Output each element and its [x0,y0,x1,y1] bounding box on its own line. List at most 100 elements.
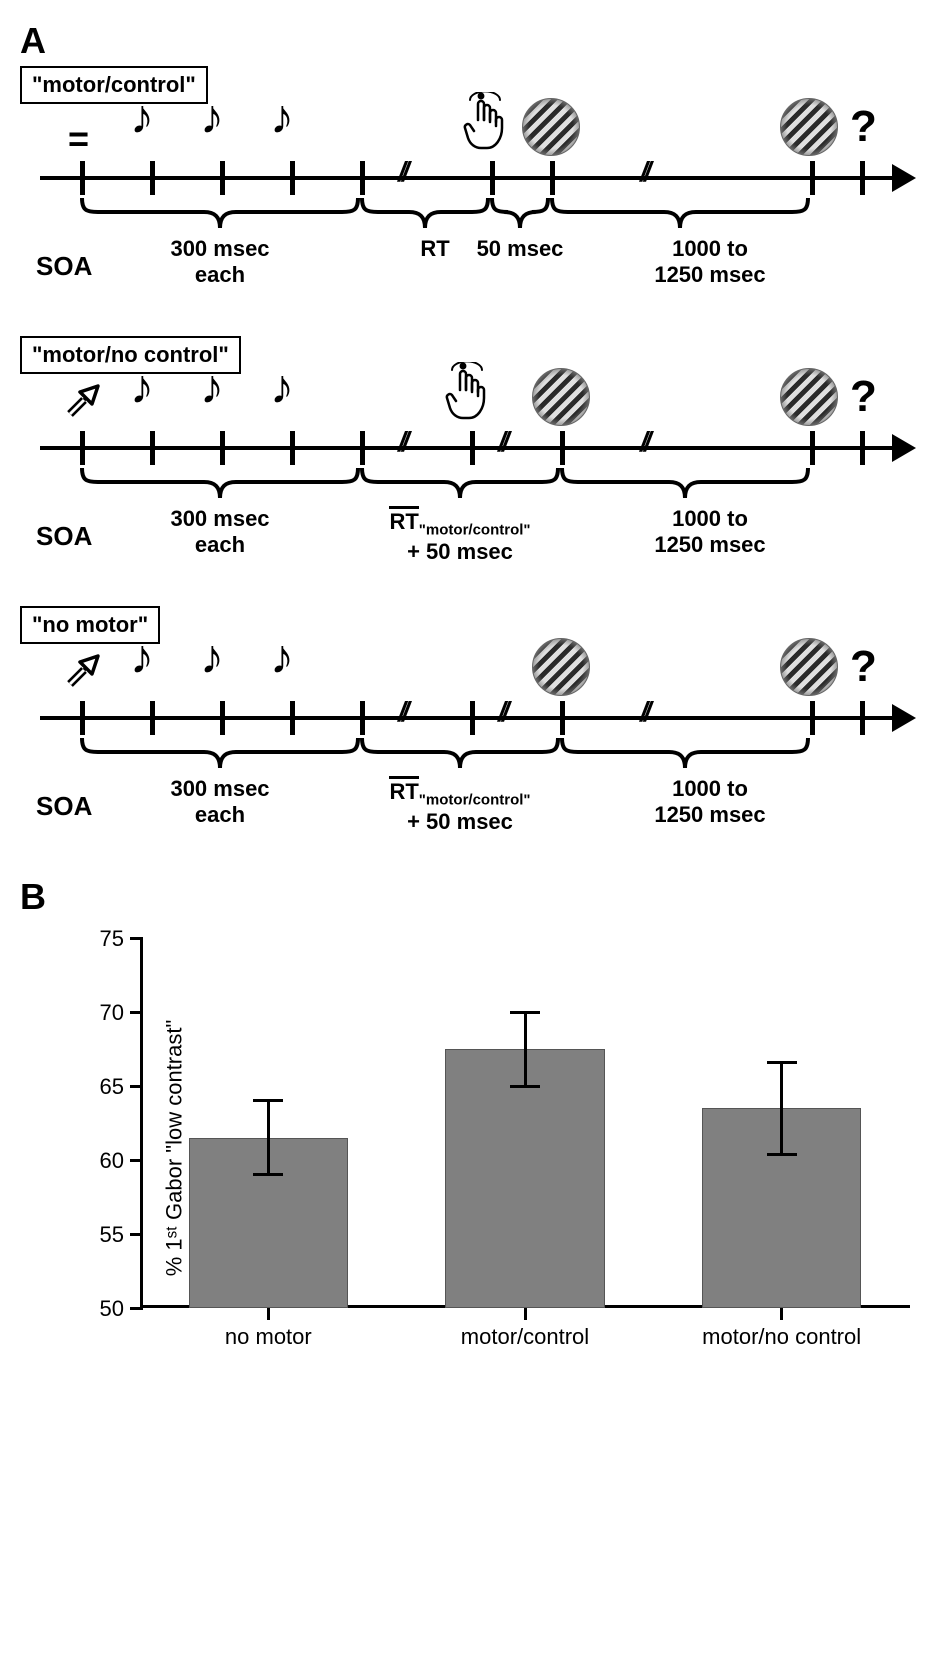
x-tick [267,1308,270,1320]
timing-label: 300 mseceach [130,506,310,559]
x-tick-label: no motor [225,1324,312,1350]
x-tick-label: motor/no control [702,1324,861,1350]
x-tick [780,1308,783,1320]
tick-mark [810,161,815,195]
soa-label: SOA [36,521,92,552]
error-cap [510,1011,540,1014]
curly-brace-icon [80,196,360,237]
error-cap [253,1173,283,1176]
curly-brace-icon [550,196,810,237]
timing-label: 300 mseceach [130,776,310,829]
gabor-patch-icon [532,368,590,426]
music-note-icon: ♪ [130,634,154,682]
timing-label: 50 msec [450,236,590,262]
curly-brace-icon [80,466,360,507]
error-bar [780,1062,783,1154]
music-note-icon: ♪ [270,94,294,142]
y-tick [130,1307,143,1310]
tick-mark [220,701,225,735]
y-tick [130,1159,143,1162]
chart-bar [445,1049,604,1308]
tick-mark [490,161,495,195]
timeline-break-icon: // [640,156,648,188]
y-tick-label: 75 [80,926,124,952]
timeline-condition: "motor/no control"////// ♪♪♪ ? 300 msece… [20,336,920,596]
timeline-axis [40,176,900,180]
x-tick [524,1308,527,1320]
tick-mark [810,701,815,735]
tick-mark [560,701,565,735]
soa-label: SOA [36,791,92,822]
timeline-break-icon: // [640,696,648,728]
music-note-icon: ♪ [270,634,294,682]
curly-brace-icon [560,736,810,777]
error-cap [510,1085,540,1088]
gabor-patch-icon [780,368,838,426]
y-tick [130,1233,143,1236]
condition-name: "motor/control" [20,66,208,104]
tick-mark [290,431,295,465]
tick-mark [360,161,365,195]
gabor-patch-icon [780,638,838,696]
panel-a-diagrams: "motor/control" // // = ♪ ♪ ♪ ? 300 mseceach RT… [20,66,932,866]
curly-brace-icon [360,736,560,777]
tick-mark [810,431,815,465]
arrow-cue-icon [64,650,104,695]
arrow-cue-icon [64,380,104,425]
tick-mark [220,431,225,465]
y-tick [130,1011,143,1014]
arrowhead-icon [892,164,916,192]
timeline-break-icon: // [640,426,648,458]
question-mark-icon: ? [850,102,877,152]
tick-mark [470,431,475,465]
panel-b-label: B [20,876,932,918]
hand-tap-icon [444,362,490,427]
gabor-patch-icon [780,98,838,156]
bar-chart: % 1ˢᵗ Gabor "low contrast" 50 55 60 65 70 75 n… [60,928,930,1368]
timeline-condition: "motor/control"////=♪♪♪ ? 300 mseceachRT… [20,66,920,326]
y-axis-title: % 1ˢᵗ Gabor "low contrast" [161,1020,187,1277]
timing-label: 1000 to1250 msec [620,236,800,289]
music-note-icon: ♪ [130,94,154,142]
music-note-icon: ♪ [200,634,224,682]
curly-brace-icon [360,466,560,507]
y-tick-label: 60 [80,1148,124,1174]
music-note-icon: ♪ [200,364,224,412]
error-bar [524,1012,527,1086]
tick-mark [80,701,85,735]
tick-mark [860,161,865,195]
curly-brace-icon [560,466,810,507]
tick-mark [290,701,295,735]
timeline-break-icon: // [398,156,406,188]
tick-mark [150,161,155,195]
tick-mark [560,431,565,465]
equals-icon: = [68,118,89,160]
y-tick [130,937,143,940]
timeline-condition: "no motor"////// ♪♪♪? 300 mseceachRT"mot… [20,606,920,866]
y-tick-label: 55 [80,1222,124,1248]
gabor-patch-icon [522,98,580,156]
timing-label: RT"motor/control"+ 50 msec [330,776,590,836]
y-tick [130,1085,143,1088]
tick-mark [550,161,555,195]
timing-label: RT"motor/control"+ 50 msec [330,506,590,566]
music-note-icon: ♪ [270,364,294,412]
tick-mark [80,431,85,465]
y-tick-label: 50 [80,1296,124,1322]
timeline-break-icon: // [498,426,506,458]
tick-mark [860,431,865,465]
tick-mark [220,161,225,195]
arrowhead-icon [892,704,916,732]
tick-mark [80,161,85,195]
timeline-break-icon: // [498,696,506,728]
gabor-patch-icon [532,638,590,696]
y-tick-label: 65 [80,1074,124,1100]
question-mark-icon: ? [850,642,877,692]
curly-brace-icon [490,196,550,237]
music-note-icon: ♪ [200,94,224,142]
soa-label: SOA [36,251,92,282]
curly-brace-icon [80,736,360,777]
tick-mark [290,161,295,195]
y-tick-label: 70 [80,1000,124,1026]
music-note-icon: ♪ [130,364,154,412]
